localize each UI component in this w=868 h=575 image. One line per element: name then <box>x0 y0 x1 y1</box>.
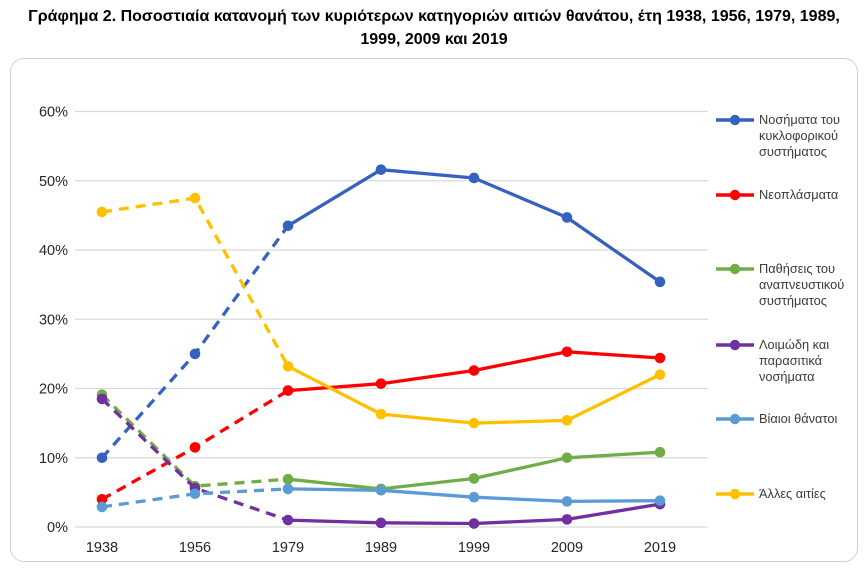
legend-marker-icon <box>716 413 754 425</box>
data-point <box>375 517 387 529</box>
legend-marker-icon <box>716 339 754 351</box>
data-point <box>96 452 108 464</box>
x-tick-label: 2019 <box>644 540 676 556</box>
legend-marker-icon <box>716 263 754 275</box>
data-point <box>189 488 201 500</box>
y-tick-label: 40% <box>39 243 68 259</box>
legend-item-infectious: Λοιμώδη και παρασιτικά νοσήματα <box>716 337 863 385</box>
series-line-dashed-2 <box>100 393 289 488</box>
chart-card <box>10 58 858 562</box>
legend-item-violent-deaths: Βίαιοι θάνατοι <box>716 411 863 427</box>
data-point <box>468 473 480 484</box>
data-point <box>561 212 573 223</box>
data-point <box>561 415 573 426</box>
data-point <box>654 369 666 380</box>
x-tick-label: 2009 <box>551 540 583 556</box>
legend-label: Λοιμώδη και παρασιτικά νοσήματα <box>759 337 830 384</box>
data-point <box>282 473 294 485</box>
data-point <box>375 408 387 420</box>
data-point <box>561 514 573 525</box>
data-point <box>654 352 666 364</box>
data-point <box>282 220 294 232</box>
data-point <box>561 346 573 358</box>
data-point <box>282 361 294 372</box>
legend-label: Νεοπλάσματα <box>759 187 839 202</box>
data-point <box>654 276 666 288</box>
legend-label: Παθήσεις του αναπνευστικού συστήματος <box>759 261 845 308</box>
x-tick-label: 1938 <box>86 540 118 556</box>
data-point <box>561 452 573 464</box>
data-point <box>189 192 201 204</box>
data-point <box>282 483 294 495</box>
legend-label: Νοσήματα του κυκλοφορικού συστήματος <box>759 112 840 159</box>
data-point <box>189 348 201 360</box>
data-point <box>375 164 387 175</box>
data-point <box>375 378 387 389</box>
legend-item-other-causes: Άλλες αιτίες <box>716 486 863 502</box>
y-tick-label: 30% <box>39 312 68 328</box>
chart-title: Γράφημα 2. Ποσοστιαία κατανομή των κυριό… <box>28 8 840 48</box>
legend-marker-icon <box>716 189 754 201</box>
legend-item-respiratory: Παθήσεις του αναπνευστικού συστήματος <box>716 261 863 309</box>
series-line-dashed-5 <box>101 196 290 368</box>
data-point <box>654 495 666 506</box>
legend-marker-icon <box>716 114 754 126</box>
data-point <box>468 518 480 529</box>
data-point <box>96 393 108 405</box>
data-point <box>654 446 666 458</box>
data-point <box>189 442 201 453</box>
x-tick-label: 1979 <box>272 540 304 556</box>
series-line-dashed-3 <box>100 397 289 522</box>
x-tick-label: 1989 <box>365 540 397 556</box>
data-point <box>468 417 480 429</box>
data-point <box>468 491 480 503</box>
y-tick-label: 50% <box>39 174 68 190</box>
legend-label: Άλλες αιτίες <box>759 486 826 501</box>
legend-marker-icon <box>716 488 754 500</box>
series-line-0 <box>287 168 661 284</box>
data-point <box>96 494 108 505</box>
y-tick-label: 60% <box>39 105 68 121</box>
legend-item-circulatory: Νοσήματα του κυκλοφορικού συστήματος <box>716 112 863 160</box>
data-point <box>468 365 480 376</box>
y-tick-label: 0% <box>47 520 68 536</box>
legend-item-neoplasms: Νεοπλάσματα <box>716 187 863 203</box>
data-point <box>282 385 294 396</box>
legend-label: Βίαιοι θάνατοι <box>759 411 838 426</box>
data-point <box>375 484 387 496</box>
x-tick-label: 1956 <box>179 540 211 556</box>
data-point <box>282 514 294 526</box>
data-point <box>96 206 108 218</box>
data-point <box>468 172 480 184</box>
x-tick-label: 1999 <box>458 540 490 556</box>
y-tick-label: 10% <box>39 451 68 467</box>
y-tick-label: 20% <box>39 382 68 398</box>
data-point <box>561 496 573 507</box>
data-point <box>96 501 108 513</box>
